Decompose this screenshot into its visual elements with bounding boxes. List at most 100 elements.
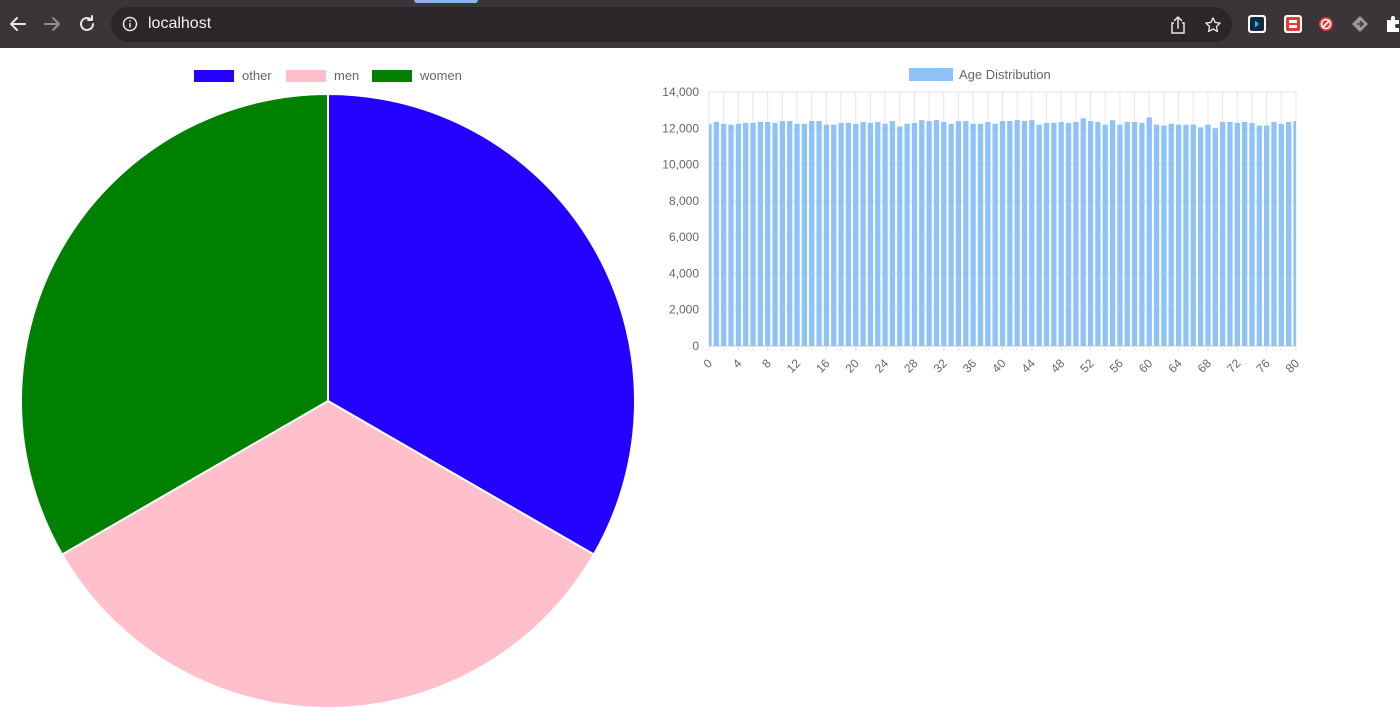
bar-age-5[interactable] bbox=[743, 122, 749, 346]
forward-arrow-icon[interactable] bbox=[40, 12, 64, 36]
share-icon[interactable] bbox=[1168, 15, 1188, 35]
bar-age-34[interactable] bbox=[955, 121, 962, 347]
bar-age-13[interactable] bbox=[801, 123, 808, 346]
bar-age-42[interactable] bbox=[1014, 120, 1020, 346]
bar-age-24[interactable] bbox=[882, 123, 888, 346]
bar-age-31[interactable] bbox=[933, 120, 940, 346]
bar-age-25[interactable] bbox=[889, 121, 896, 347]
legend-item-women[interactable]: women bbox=[372, 68, 462, 83]
bar-age-57[interactable] bbox=[1124, 121, 1130, 346]
bar-age-63[interactable] bbox=[1168, 123, 1174, 346]
bar-age-71[interactable] bbox=[1227, 121, 1233, 346]
bar-age-48[interactable] bbox=[1058, 121, 1064, 346]
bar-age-46[interactable] bbox=[1043, 122, 1050, 346]
bar-age-43[interactable] bbox=[1021, 121, 1028, 347]
bar-age-77[interactable] bbox=[1271, 121, 1277, 346]
bar-age-74[interactable] bbox=[1249, 122, 1255, 346]
bar-age-30[interactable] bbox=[926, 121, 932, 347]
bar-age-60[interactable] bbox=[1146, 117, 1152, 347]
extension-icon[interactable] bbox=[1248, 15, 1266, 33]
bar-age-62[interactable] bbox=[1161, 125, 1167, 346]
bar-age-11[interactable] bbox=[787, 121, 793, 347]
bar-age-12[interactable] bbox=[794, 123, 800, 346]
legend-item-men[interactable]: men bbox=[286, 68, 359, 83]
bar-age-38[interactable] bbox=[985, 121, 991, 346]
bar-age-9[interactable] bbox=[772, 122, 778, 346]
bar-age-41[interactable] bbox=[1007, 121, 1013, 347]
bar-age-39[interactable] bbox=[992, 123, 998, 346]
legend-item-age-distribution[interactable]: Age Distribution bbox=[909, 67, 1051, 82]
bar-age-37[interactable] bbox=[977, 123, 984, 346]
legend-item-other[interactable]: other bbox=[194, 68, 272, 83]
bar-age-51[interactable] bbox=[1080, 118, 1086, 346]
bar-age-29[interactable] bbox=[919, 120, 925, 346]
bar-age-45[interactable] bbox=[1036, 124, 1042, 347]
puzzle-icon[interactable] bbox=[1384, 15, 1400, 33]
bar-age-73[interactable] bbox=[1241, 121, 1248, 346]
bar-age-70[interactable] bbox=[1219, 121, 1226, 346]
address-bar[interactable]: localhost bbox=[111, 7, 1232, 42]
bar-age-3[interactable] bbox=[728, 124, 734, 347]
bar-age-4[interactable] bbox=[735, 123, 741, 346]
bar-age-56[interactable] bbox=[1117, 124, 1123, 347]
reload-icon[interactable] bbox=[75, 12, 99, 36]
pie-slice-other[interactable] bbox=[327, 92, 636, 556]
bar-age-36[interactable] bbox=[970, 123, 976, 346]
bar-age-68[interactable] bbox=[1205, 124, 1211, 347]
bar-age-53[interactable] bbox=[1095, 121, 1101, 346]
bar-age-69[interactable] bbox=[1212, 128, 1218, 346]
bar-age-67[interactable] bbox=[1197, 127, 1204, 346]
bar-age-8[interactable] bbox=[765, 121, 771, 346]
url-text[interactable]: localhost bbox=[148, 15, 212, 32]
bar-age-79[interactable] bbox=[1286, 121, 1292, 346]
back-arrow-icon[interactable] bbox=[6, 12, 30, 36]
bar-age-10[interactable] bbox=[779, 121, 786, 347]
bar-age-58[interactable] bbox=[1131, 121, 1138, 346]
info-icon[interactable] bbox=[122, 16, 138, 32]
bar-age-33[interactable] bbox=[948, 123, 954, 346]
bar-age-40[interactable] bbox=[999, 121, 1006, 347]
bar-age-23[interactable] bbox=[875, 121, 881, 346]
extension-icon[interactable] bbox=[1351, 15, 1369, 33]
bar-age-19[interactable] bbox=[845, 122, 852, 346]
bar-age-2[interactable] bbox=[721, 123, 727, 346]
bar-age-72[interactable] bbox=[1234, 122, 1240, 346]
bar-age-18[interactable] bbox=[838, 122, 844, 346]
pie-slice-men[interactable] bbox=[60, 399, 596, 709]
bar-age-52[interactable] bbox=[1087, 121, 1094, 347]
bar-age-65[interactable] bbox=[1183, 124, 1189, 347]
bar-age-35[interactable] bbox=[963, 121, 969, 347]
bar-age-6[interactable] bbox=[750, 122, 756, 346]
bar-age-54[interactable] bbox=[1102, 124, 1108, 347]
bar-age-76[interactable] bbox=[1264, 125, 1270, 346]
bar-age-27[interactable] bbox=[904, 123, 910, 346]
bar-age-1[interactable] bbox=[713, 121, 719, 346]
bar-age-55[interactable] bbox=[1109, 120, 1116, 346]
bar-age-78[interactable] bbox=[1278, 123, 1284, 346]
extension-icon[interactable] bbox=[1284, 15, 1302, 33]
bar-age-15[interactable] bbox=[816, 121, 822, 347]
bar-age-49[interactable] bbox=[1065, 122, 1072, 346]
bar-age-80[interactable] bbox=[1293, 121, 1296, 347]
bar-age-14[interactable] bbox=[809, 121, 815, 347]
bar-age-16[interactable] bbox=[823, 124, 830, 347]
bar-age-61[interactable] bbox=[1153, 124, 1160, 347]
bar-age-59[interactable] bbox=[1139, 122, 1145, 346]
bar-age-47[interactable] bbox=[1051, 122, 1057, 346]
bar-age-7[interactable] bbox=[757, 121, 764, 346]
bar-age-28[interactable] bbox=[911, 122, 918, 346]
bar-age-44[interactable] bbox=[1029, 120, 1035, 346]
pie-slice-women[interactable] bbox=[20, 92, 329, 556]
bar-age-17[interactable] bbox=[831, 124, 837, 347]
bar-age-75[interactable] bbox=[1256, 125, 1262, 346]
bar-age-32[interactable] bbox=[941, 121, 947, 346]
bar-age-26[interactable] bbox=[897, 126, 903, 346]
bar-age-21[interactable] bbox=[860, 121, 866, 346]
bar-age-20[interactable] bbox=[853, 123, 859, 346]
star-icon[interactable] bbox=[1203, 15, 1223, 35]
bar-age-0[interactable] bbox=[709, 123, 712, 346]
active-tab-indicator[interactable] bbox=[414, 0, 478, 3]
bar-age-22[interactable] bbox=[867, 122, 874, 346]
bar-age-50[interactable] bbox=[1073, 121, 1079, 346]
bar-age-66[interactable] bbox=[1190, 124, 1196, 347]
